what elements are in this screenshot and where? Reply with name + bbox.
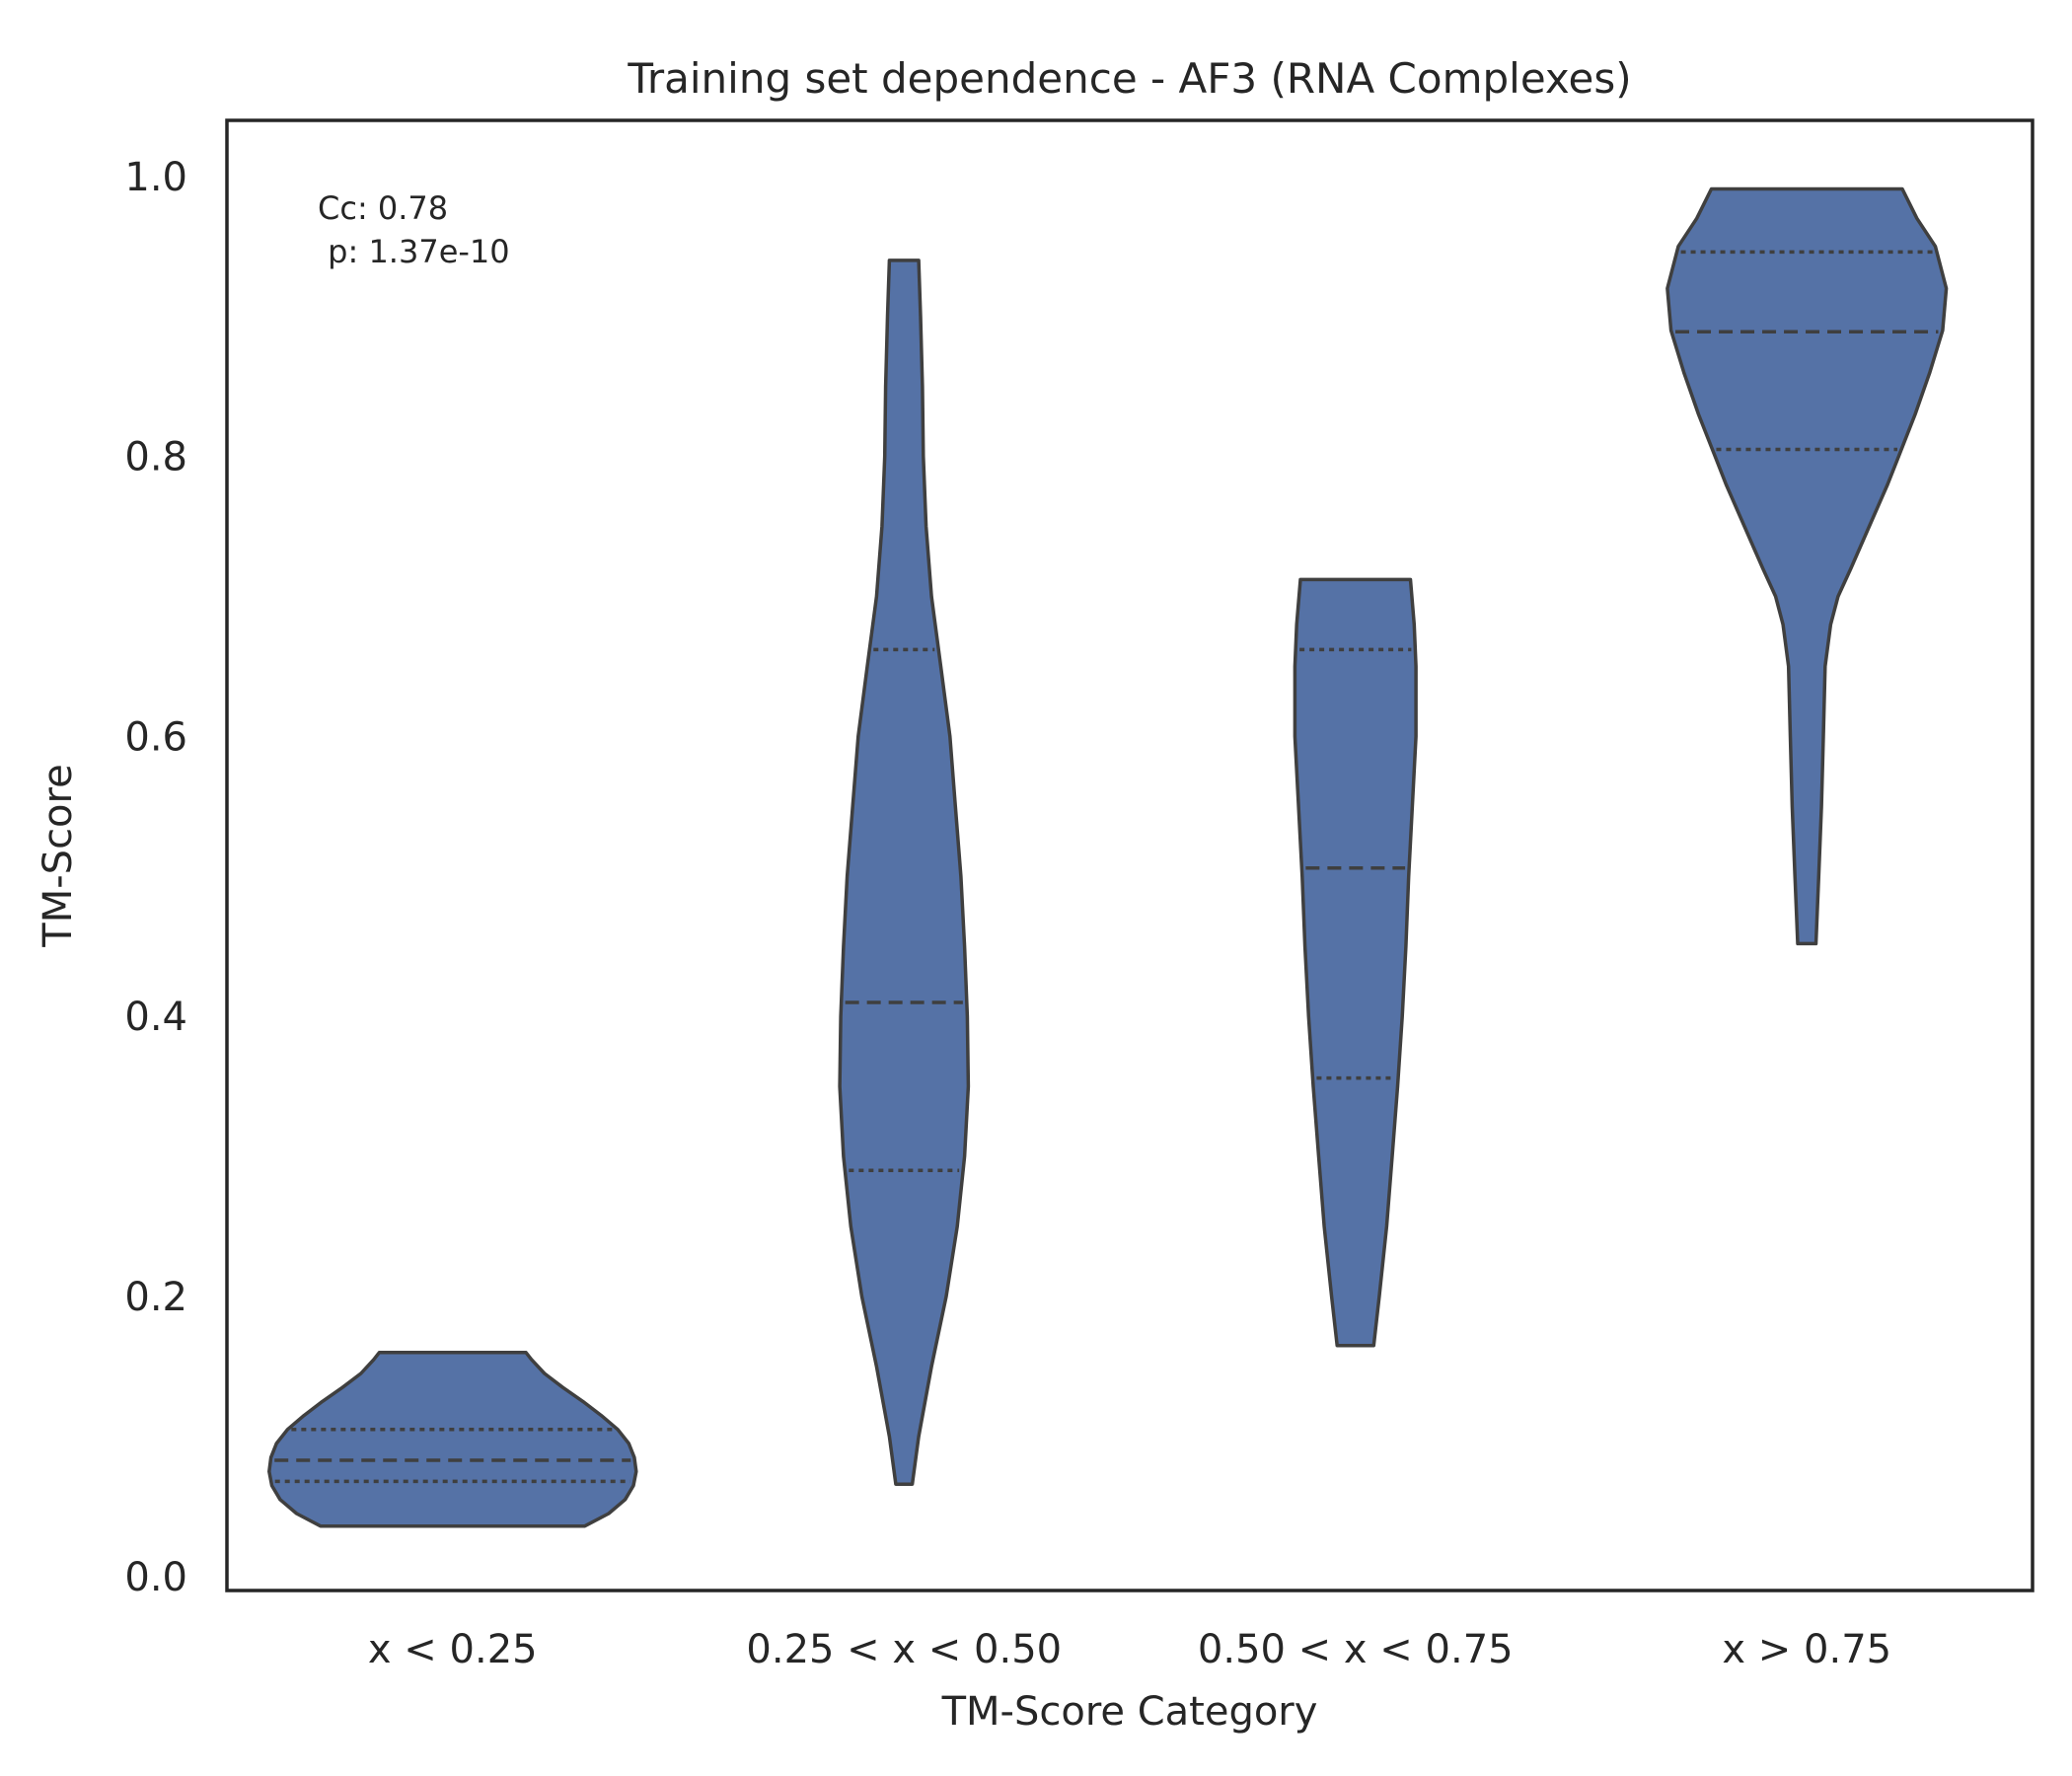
plot-area-frame [225, 118, 2035, 1592]
violin-body [838, 259, 971, 1486]
y-tick-label: 1.0 [124, 155, 187, 200]
y-tick-label: 0.8 [124, 435, 187, 481]
annotation-line: p: 1.37e-10 [318, 233, 510, 270]
violins [267, 186, 1949, 1528]
x-axis-ticks: x < 0.25 0.25 < x < 0.50 0.50 < x < 0.75 x … [368, 1627, 1891, 1672]
y-tick-label: 0.4 [124, 995, 187, 1040]
chart-title: Training set dependence - AF3 (RNA Compl… [627, 54, 1631, 103]
violin-4 [1665, 186, 1949, 946]
x-tick-label: 0.50 < x < 0.75 [1198, 1627, 1514, 1672]
x-tick-label: x > 0.75 [1722, 1627, 1891, 1672]
y-tick-label: 0.6 [124, 714, 187, 760]
violin-3 [1293, 577, 1418, 1348]
violin-body [1293, 577, 1418, 1348]
correlation-annotation: Cc: 0.78 p: 1.37e-10 [318, 189, 510, 270]
y-tick-label: 0.2 [124, 1275, 187, 1320]
x-tick-label: 0.25 < x < 0.50 [746, 1627, 1062, 1672]
x-tick-label: x < 0.25 [368, 1627, 538, 1672]
y-tick-label: 0.0 [124, 1555, 187, 1600]
y-axis-ticks: 0.0 0.2 0.4 0.6 0.8 1.0 [124, 155, 187, 1600]
annotation-line: Cc: 0.78 [318, 189, 448, 227]
violin-2 [838, 259, 971, 1486]
violin-1 [267, 1351, 638, 1528]
y-axis-label: TM-Score [36, 764, 81, 947]
x-axis-label: TM-Score Category [941, 1689, 1318, 1735]
violin-body [1665, 186, 1949, 946]
